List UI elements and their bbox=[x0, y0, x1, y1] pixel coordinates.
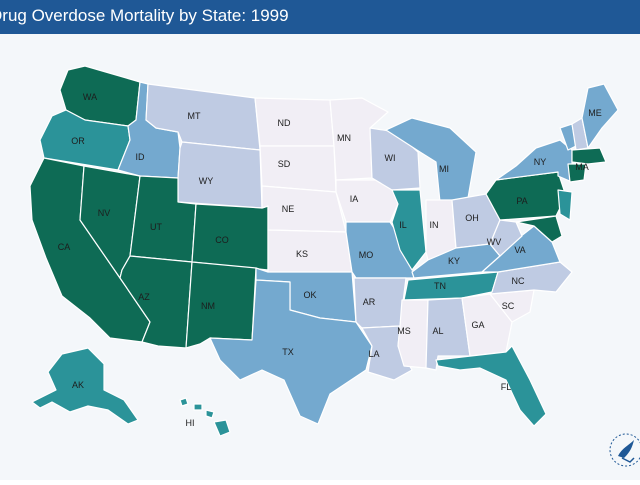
label-MO: MO bbox=[359, 250, 374, 260]
state-hi-1 bbox=[179, 397, 189, 407]
label-AK: AK bbox=[72, 380, 84, 390]
state-hi-3 bbox=[205, 409, 215, 419]
state-HI[interactable] bbox=[179, 397, 231, 437]
label-CA: CA bbox=[58, 242, 71, 252]
label-NC: NC bbox=[512, 276, 525, 286]
label-NV: NV bbox=[98, 208, 111, 218]
label-WI: WI bbox=[385, 153, 396, 163]
label-WY: WY bbox=[199, 176, 214, 186]
label-TN: TN bbox=[434, 281, 446, 291]
state-MD[interactable] bbox=[515, 215, 563, 243]
state-TX[interactable] bbox=[209, 279, 373, 425]
label-OH: OH bbox=[465, 213, 479, 223]
state-AK[interactable] bbox=[31, 347, 139, 425]
label-KS: KS bbox=[296, 249, 308, 259]
label-MT: MT bbox=[188, 111, 201, 121]
state-NE[interactable] bbox=[261, 185, 347, 233]
label-FL: FL bbox=[501, 382, 512, 392]
label-NM: NM bbox=[201, 301, 215, 311]
state-labels: WA OR CA NV ID MT WY UT AZ CO NM ND SD N… bbox=[58, 92, 602, 428]
state-ND[interactable] bbox=[254, 97, 335, 147]
label-KY: KY bbox=[448, 256, 460, 266]
label-ND: ND bbox=[278, 118, 291, 128]
state-hi-4 bbox=[213, 419, 231, 437]
label-AL: AL bbox=[432, 326, 443, 336]
label-CO: CO bbox=[215, 235, 229, 245]
map-area: WA OR CA NV ID MT WY UT AZ CO NM ND SD N… bbox=[0, 34, 640, 480]
label-IL: IL bbox=[399, 220, 407, 230]
state-NJ[interactable] bbox=[557, 189, 573, 221]
label-WA: WA bbox=[83, 92, 97, 102]
label-IA: IA bbox=[350, 194, 359, 204]
state-MA[interactable] bbox=[571, 147, 607, 165]
state-FL[interactable] bbox=[435, 345, 547, 427]
label-NY: NY bbox=[534, 157, 547, 167]
state-KS[interactable] bbox=[267, 229, 353, 273]
state-hi-2 bbox=[193, 403, 203, 411]
title-bar: Drug Overdose Mortality by State: 1999 bbox=[0, 0, 640, 34]
label-VA: VA bbox=[514, 245, 525, 255]
label-OK: OK bbox=[303, 290, 316, 300]
label-ME: ME bbox=[588, 108, 602, 118]
label-IN: IN bbox=[430, 220, 439, 230]
state-CO[interactable] bbox=[191, 203, 269, 271]
label-MS: MS bbox=[397, 326, 411, 336]
label-NE: NE bbox=[282, 204, 295, 214]
state-GA[interactable] bbox=[461, 293, 513, 357]
label-SD: SD bbox=[278, 159, 291, 169]
state-CT[interactable] bbox=[567, 163, 587, 183]
label-UT: UT bbox=[150, 222, 162, 232]
label-MN: MN bbox=[337, 133, 351, 143]
label-ID: ID bbox=[136, 152, 146, 162]
state-WV[interactable] bbox=[489, 219, 523, 257]
hhs-eagle-logo-icon bbox=[609, 433, 640, 467]
label-WV: WV bbox=[487, 237, 502, 247]
label-LA: LA bbox=[368, 349, 379, 359]
label-OR: OR bbox=[71, 136, 85, 146]
state-TN[interactable] bbox=[403, 271, 499, 301]
us-choropleth-map: WA OR CA NV ID MT WY UT AZ CO NM ND SD N… bbox=[29, 65, 619, 437]
state-ME[interactable] bbox=[581, 83, 619, 149]
label-TX: TX bbox=[282, 347, 294, 357]
label-PA: PA bbox=[516, 196, 527, 206]
label-SC: SC bbox=[502, 301, 515, 311]
state-IL[interactable] bbox=[391, 189, 427, 271]
label-HI: HI bbox=[186, 418, 195, 428]
state-SD[interactable] bbox=[259, 145, 337, 193]
state-NM[interactable] bbox=[185, 261, 257, 349]
state-WY[interactable] bbox=[177, 141, 263, 209]
page-title: Drug Overdose Mortality by State: 1999 bbox=[0, 6, 289, 25]
label-AR: AR bbox=[363, 297, 376, 307]
label-MI: MI bbox=[439, 164, 449, 174]
label-GA: GA bbox=[471, 320, 484, 330]
label-AZ: AZ bbox=[138, 292, 150, 302]
label-MA: MA bbox=[575, 162, 589, 172]
